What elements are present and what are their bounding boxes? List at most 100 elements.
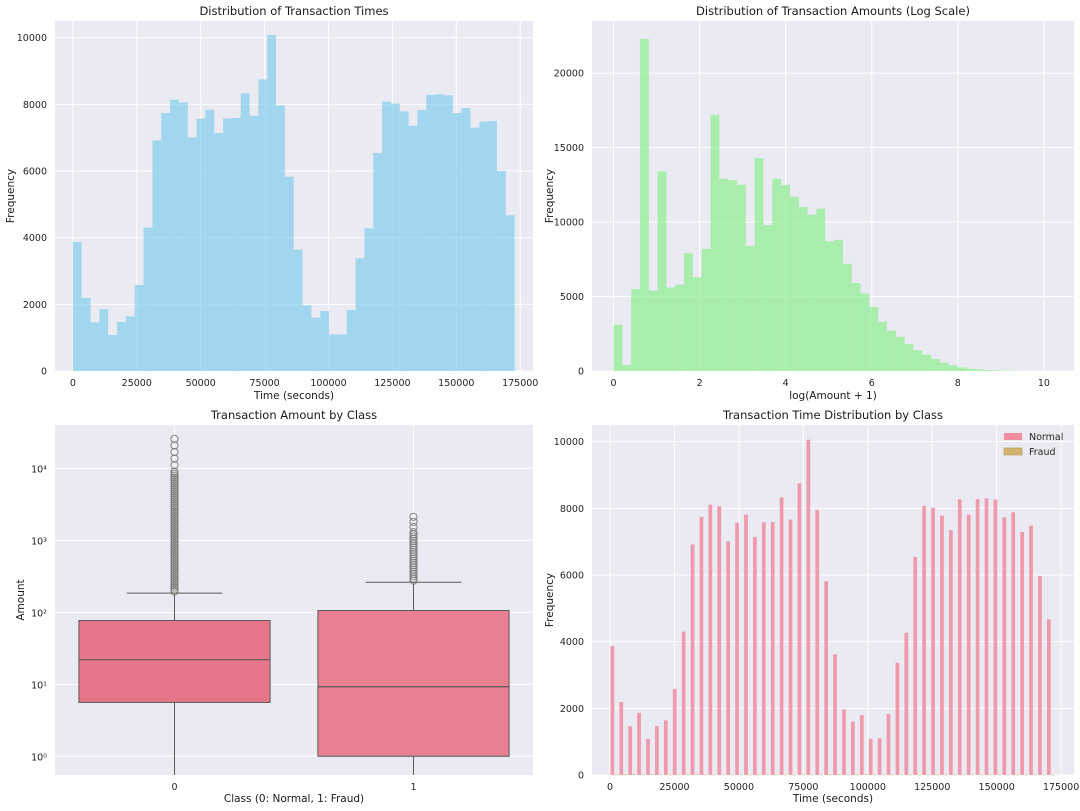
histogram-bar <box>302 305 312 371</box>
histogram-bar-normal <box>877 738 882 775</box>
outlier-point <box>409 543 418 552</box>
histogram-bar-fraud <box>685 774 690 776</box>
outlier-point <box>170 513 179 522</box>
histogram-bar <box>90 322 100 371</box>
histogram-bar-fraud <box>632 774 637 775</box>
y-tick-label: 15000 <box>554 143 584 154</box>
x-tick-label: 6 <box>869 378 875 389</box>
histogram-bar-fraud <box>890 774 895 776</box>
outlier-point <box>170 434 179 443</box>
chart-title-time-class: Transaction Time Distribution by Class <box>722 408 943 422</box>
histogram-bar-normal <box>637 713 641 775</box>
histogram-bar-fraud <box>908 774 913 776</box>
histogram-bar-normal <box>1038 576 1042 775</box>
histogram-bar-normal <box>806 439 811 775</box>
histogram-bar <box>125 316 135 371</box>
y-axis-label-times: Frequency <box>5 169 17 223</box>
histogram-bar-normal <box>922 506 927 775</box>
outlier-point <box>170 511 179 520</box>
histogram-bar-fraud <box>1015 774 1020 776</box>
x-tick-label: 8 <box>955 378 961 389</box>
chart-title-times: Distribution of Transaction Times <box>199 4 388 18</box>
histogram-bar-fraud <box>997 774 1002 776</box>
histogram-bar <box>479 121 489 372</box>
panel-transaction-amounts: 0 2 4 6 8 10 0 5000 10000 15000 20000 Distribution … <box>544 4 1074 402</box>
histogram-bar-normal <box>699 517 704 775</box>
outlier-point <box>170 483 179 492</box>
outlier-point <box>170 461 179 470</box>
y-tick-label: 0 <box>578 771 584 782</box>
histogram-bar-fraud <box>855 774 859 776</box>
outlier-point <box>170 487 179 496</box>
histogram-bar-fraud <box>614 774 619 776</box>
histogram-bar <box>461 108 471 371</box>
histogram-bar-normal <box>824 581 829 775</box>
histogram-bar <box>754 158 764 371</box>
outlier-point <box>170 555 179 564</box>
histogram-bar <box>657 171 667 371</box>
histogram-bar <box>807 214 817 371</box>
histogram-bar-normal <box>610 646 615 775</box>
outlier-point <box>170 577 179 586</box>
outlier-point <box>170 553 179 562</box>
outlier-point <box>409 576 418 585</box>
outlier-point <box>170 565 179 574</box>
histogram-bar-normal <box>753 537 757 775</box>
outlier-point <box>170 493 179 502</box>
histogram-bar-normal <box>842 709 846 775</box>
histogram-bar-normal <box>904 632 909 775</box>
y-axis-label-amounts: Frequency <box>544 169 556 223</box>
outlier-point <box>170 503 179 512</box>
histogram-bar-normal <box>797 483 802 775</box>
outlier-point <box>170 537 179 546</box>
histogram-bar <box>622 365 632 371</box>
histogram-bar-fraud <box>944 774 948 776</box>
histogram-bar <box>161 113 171 371</box>
histogram-bar <box>178 102 188 371</box>
x-tick-label: 175000 <box>502 378 538 389</box>
x-tick-label: 0 <box>171 782 177 793</box>
histogram-bar <box>435 94 444 371</box>
outlier-point <box>170 533 179 542</box>
histogram-bar <box>443 95 453 371</box>
outlier-point <box>170 454 179 463</box>
histogram-bar <box>143 227 153 371</box>
outlier-point <box>409 552 418 561</box>
histogram-bar <box>648 290 658 371</box>
histogram-bar-normal <box>717 506 722 775</box>
histogram-bar <box>170 99 179 372</box>
histogram-bar <box>684 253 693 371</box>
outlier-point <box>170 479 179 488</box>
outlier-point <box>409 558 418 568</box>
x-tick-label: 4 <box>783 378 789 389</box>
x-tick-label: 25000 <box>659 782 689 793</box>
outlier-point <box>170 481 179 490</box>
histogram-bar-normal <box>681 631 686 775</box>
outlier-point <box>170 471 179 480</box>
histogram-bar <box>81 298 91 371</box>
outlier-point <box>170 547 179 556</box>
histogram-bar <box>878 321 888 371</box>
outlier-point <box>170 545 179 554</box>
histogram-bar <box>701 248 711 371</box>
histogram-bar <box>860 293 870 371</box>
x-tick-label: 150000 <box>438 378 474 389</box>
x-tick-label: 75000 <box>788 782 818 793</box>
y-tick-label: 4000 <box>23 233 47 244</box>
histogram-bar-normal <box>628 726 633 775</box>
histogram-bar-fraud <box>846 774 850 776</box>
histogram-bar-normal <box>868 738 873 775</box>
x-tick-label: 75000 <box>249 378 279 389</box>
outlier-point <box>170 569 179 578</box>
outlier-point <box>409 512 418 521</box>
histogram-bar-fraud <box>917 774 922 776</box>
histogram-bar <box>913 350 923 371</box>
histogram-bar-normal <box>948 530 953 775</box>
histogram-bar <box>798 207 808 371</box>
outlier-point <box>409 541 418 550</box>
histogram-bar-fraud <box>810 774 815 776</box>
histogram-bar <box>205 109 215 372</box>
panel-transaction-times: 0 25000 50000 75000 100000 125000 150000 175000… <box>5 4 538 402</box>
outlier-point <box>409 534 418 543</box>
histogram-bar-fraud <box>641 774 645 776</box>
